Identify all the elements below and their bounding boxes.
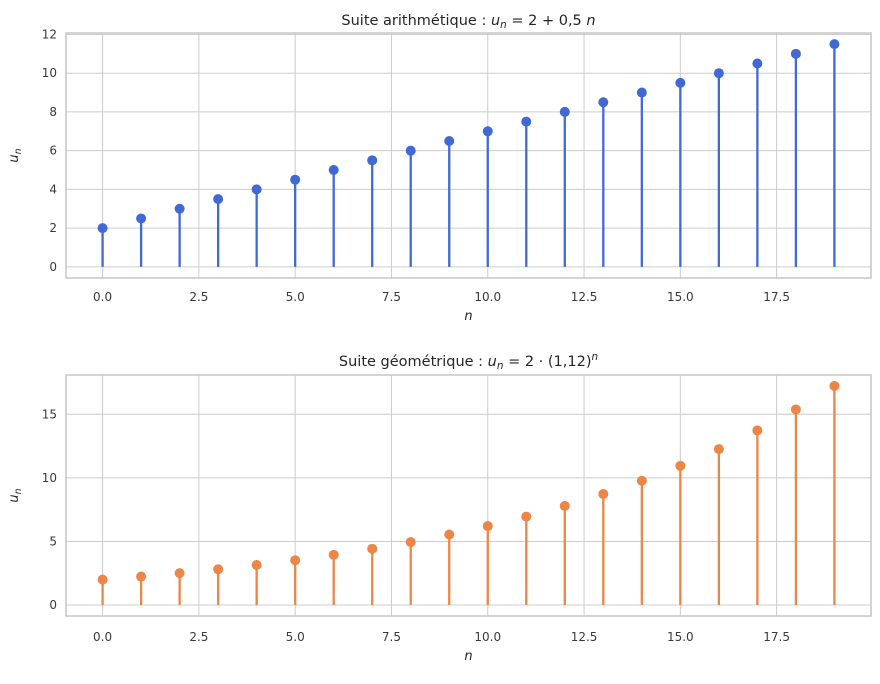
plot-background [66, 33, 871, 278]
stem-marker [367, 155, 378, 166]
stem-marker [482, 126, 493, 137]
stem-marker [328, 549, 339, 560]
x-axis-label: n [464, 649, 472, 664]
x-tick-label: 0.0 [93, 290, 112, 304]
stem-marker [636, 475, 647, 486]
y-tick-label: 8 [49, 105, 57, 119]
stem-marker [482, 521, 493, 532]
stem-marker [598, 97, 609, 108]
y-tick-label: 0 [49, 260, 57, 274]
x-tick-label: 12.5 [571, 630, 598, 644]
stem-marker [444, 529, 455, 540]
stem-marker [636, 87, 647, 98]
stem-marker [559, 106, 570, 117]
x-tick-label: 7.5 [382, 290, 401, 304]
stem-marker [136, 213, 147, 224]
plot-background [66, 375, 871, 616]
x-tick-label: 2.5 [189, 630, 208, 644]
stem-marker [251, 560, 262, 571]
x-tick-label: 17.5 [763, 630, 790, 644]
y-tick-label: 15 [42, 407, 57, 421]
stem-marker [675, 460, 686, 471]
x-tick-label: 15.0 [667, 630, 694, 644]
stem-marker [829, 380, 840, 391]
y-tick-label: 10 [42, 471, 57, 485]
stem-marker [213, 564, 224, 575]
x-tick-label: 5.0 [286, 290, 305, 304]
stem-marker [328, 165, 339, 176]
stem-marker [675, 77, 686, 88]
stem-marker [713, 444, 724, 455]
chart-title: Suite géométrique : un = 2 · (1,12)n [339, 351, 598, 372]
stem-marker [405, 145, 416, 156]
y-tick-label: 0 [49, 598, 57, 612]
stem-marker [521, 511, 532, 522]
plot-border [65, 374, 872, 617]
stem-marker [405, 537, 416, 548]
x-tick-label: 17.5 [763, 290, 790, 304]
x-tick-label: 10.0 [474, 290, 501, 304]
stem-marker [752, 58, 763, 69]
stem-marker [174, 568, 185, 579]
y-tick-label: 2 [49, 221, 57, 235]
y-tick-label: 10 [42, 66, 57, 80]
x-tick-label: 12.5 [571, 290, 598, 304]
stem-marker [251, 184, 262, 195]
y-tick-label: 4 [49, 182, 57, 196]
stem-marker [290, 555, 301, 566]
stem-marker [136, 571, 147, 582]
y-axis-label: un [7, 148, 24, 162]
stem-marker [174, 203, 185, 214]
x-tick-label: 0.0 [93, 630, 112, 644]
stem-marker [367, 543, 378, 554]
stem-marker [559, 500, 570, 511]
stem-marker [521, 116, 532, 127]
stem-marker [290, 174, 301, 185]
x-axis-label: n [464, 309, 472, 324]
x-tick-label: 5.0 [286, 630, 305, 644]
x-tick-label: 2.5 [189, 290, 208, 304]
stem-marker [97, 223, 108, 234]
stem-marker [829, 39, 840, 50]
stem-marker [598, 489, 609, 500]
y-tick-label: 6 [49, 144, 57, 158]
stem-marker [790, 404, 801, 415]
y-tick-label: 12 [42, 27, 57, 41]
stem-marker [713, 68, 724, 79]
x-tick-label: 7.5 [382, 630, 401, 644]
chart-title: Suite arithmétique : un = 2 + 0,5 n [341, 13, 595, 31]
y-axis-label: un [7, 488, 24, 502]
stem-marker [752, 425, 763, 436]
plot-border [65, 32, 872, 279]
x-tick-label: 15.0 [667, 290, 694, 304]
stem-marker [97, 574, 108, 585]
x-tick-label: 10.0 [474, 630, 501, 644]
y-tick-label: 5 [49, 534, 57, 548]
stem-marker [790, 48, 801, 59]
stem-marker [213, 194, 224, 205]
stem-marker [444, 135, 455, 146]
